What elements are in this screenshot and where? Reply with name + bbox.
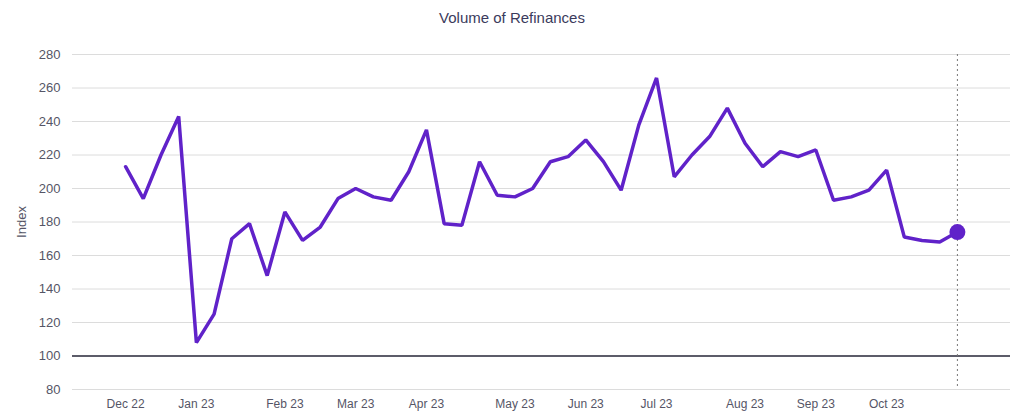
svg-text:240: 240: [39, 114, 61, 129]
svg-text:Index: Index: [14, 206, 29, 238]
svg-text:Sep 23: Sep 23: [797, 397, 835, 411]
svg-text:Apr 23: Apr 23: [409, 397, 445, 411]
svg-text:Oct 23: Oct 23: [869, 397, 905, 411]
svg-text:180: 180: [39, 214, 61, 229]
svg-text:Feb 23: Feb 23: [266, 397, 304, 411]
svg-text:280: 280: [39, 47, 61, 62]
svg-text:140: 140: [39, 281, 61, 296]
svg-text:260: 260: [39, 80, 61, 95]
svg-text:Jul 23: Jul 23: [641, 397, 673, 411]
svg-text:100: 100: [39, 348, 61, 363]
svg-text:200: 200: [39, 181, 61, 196]
svg-text:Jan 23: Jan 23: [178, 397, 214, 411]
svg-text:Aug 23: Aug 23: [726, 397, 764, 411]
svg-text:May 23: May 23: [495, 397, 535, 411]
svg-text:160: 160: [39, 248, 61, 263]
html-text:Volume of Refinances: Volume of Refinances: [439, 9, 585, 26]
svg-text:220: 220: [39, 147, 61, 162]
svg-text:120: 120: [39, 315, 61, 330]
svg-text:Mar 23: Mar 23: [337, 397, 375, 411]
svg-text:Dec 22: Dec 22: [107, 397, 145, 411]
svg-text:Jun 23: Jun 23: [568, 397, 604, 411]
svg-text:80: 80: [46, 382, 60, 397]
